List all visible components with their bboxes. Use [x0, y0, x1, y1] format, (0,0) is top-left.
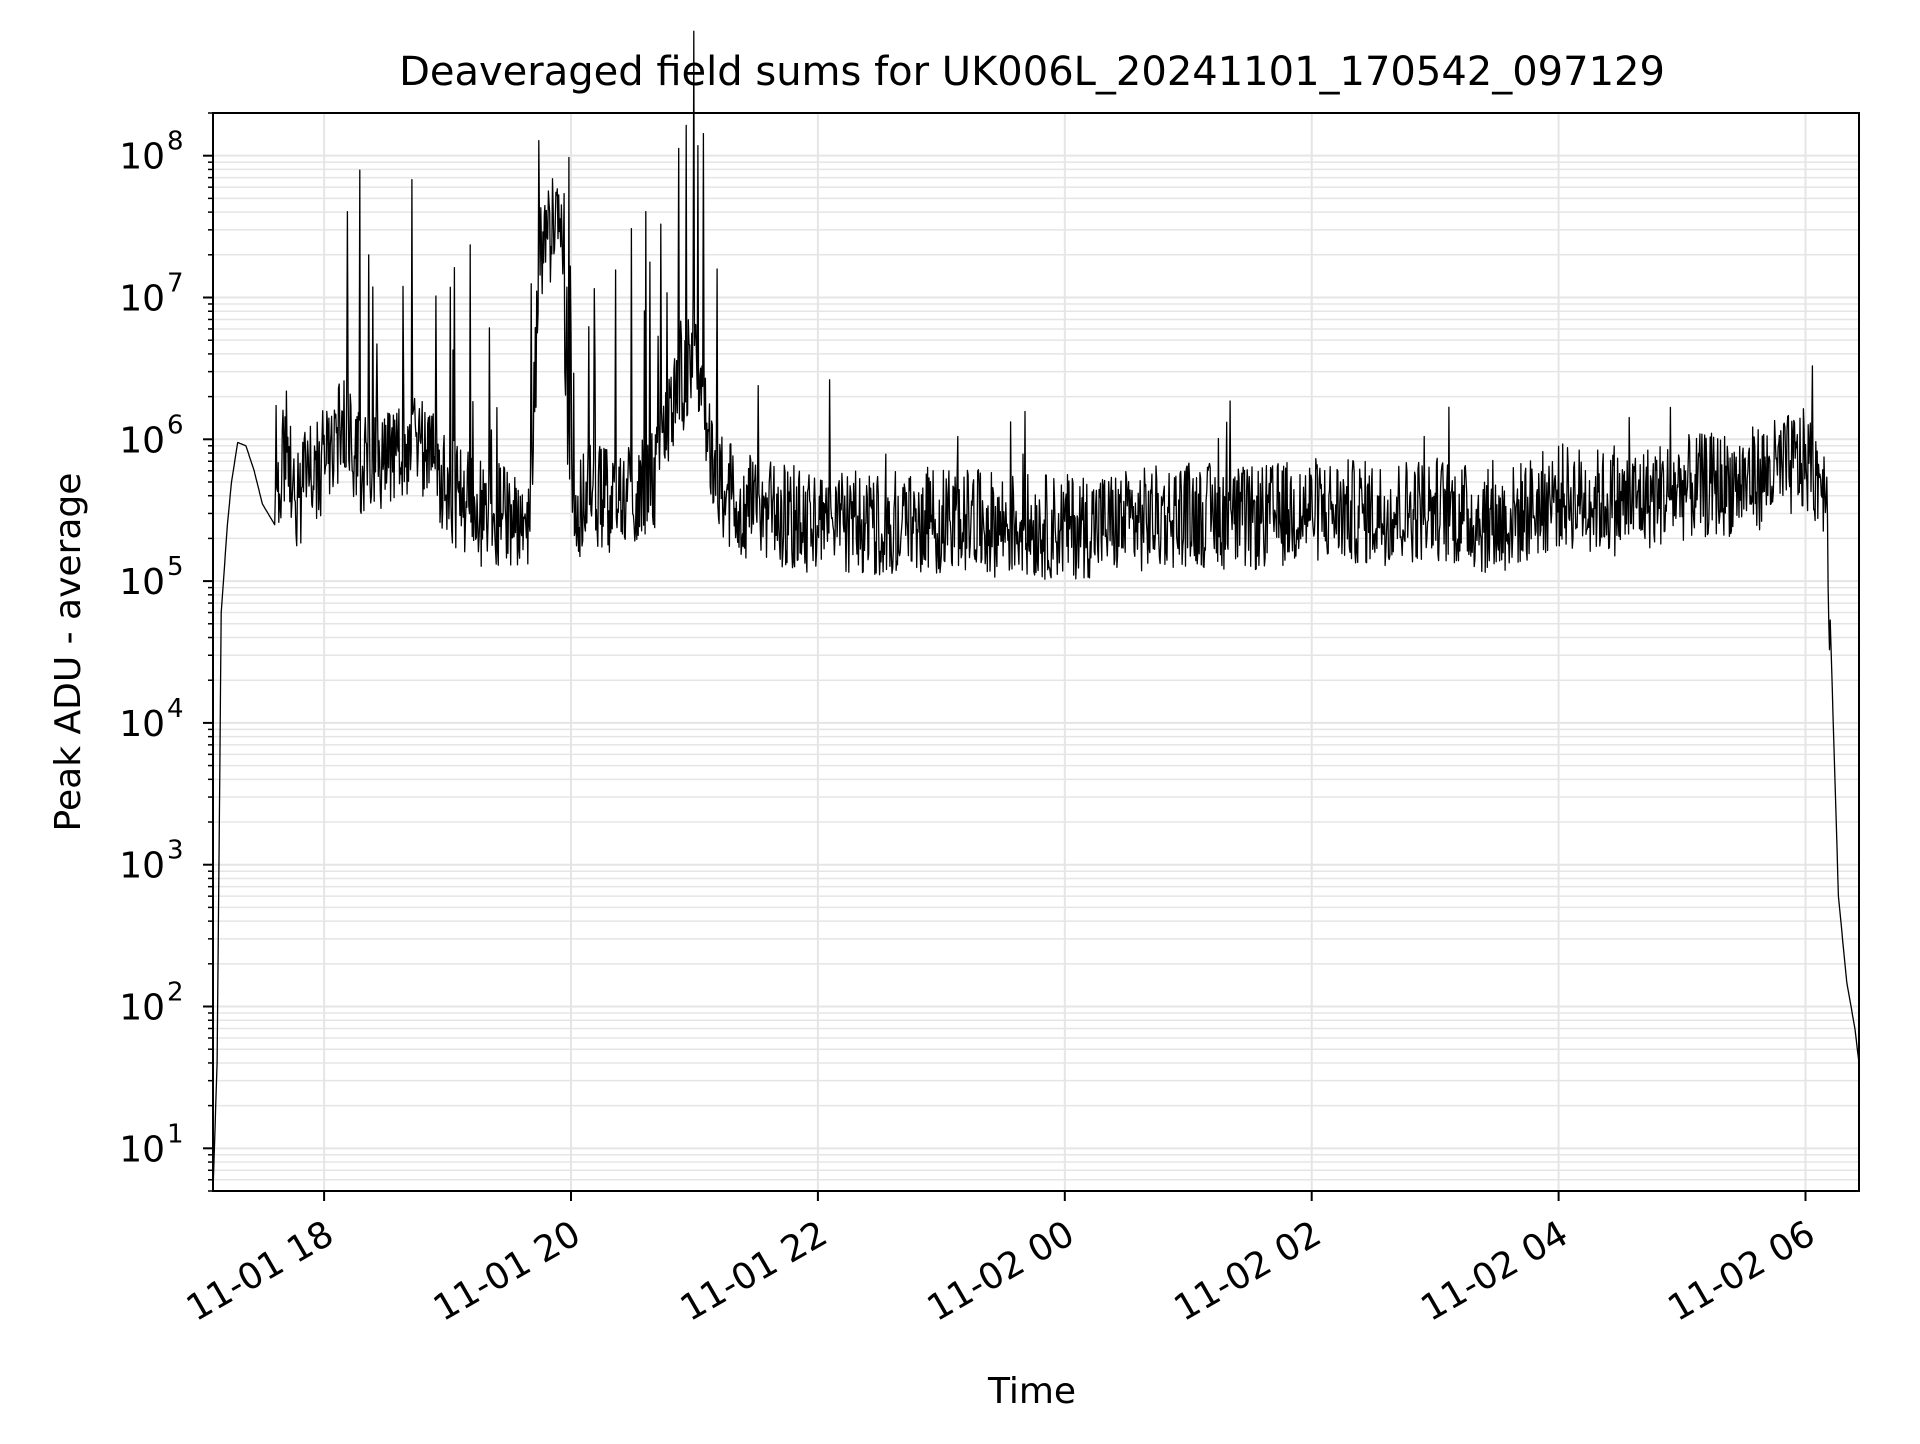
y-tick-exponent: 8	[167, 127, 184, 157]
y-tick-exponent: 1	[167, 1119, 184, 1149]
y-tick-exponent: 5	[167, 552, 184, 582]
series-line	[212, 30, 1860, 1192]
y-tick-label: 10	[119, 420, 165, 461]
y-tick-exponent: 6	[167, 410, 184, 440]
y-tick-label: 10	[119, 137, 165, 178]
y-tick-exponent: 2	[167, 978, 184, 1008]
y-tick-label: 10	[119, 278, 165, 319]
x-axis-label: Time	[987, 1371, 1076, 1412]
plot-frame	[212, 112, 1860, 1192]
y-tick-label: 10	[119, 846, 165, 887]
series-layer	[212, 30, 1860, 1192]
y-tick-label: 10	[119, 562, 165, 603]
y-tick-label: 10	[119, 988, 165, 1029]
y-tick-label: 10	[119, 704, 165, 745]
y-tick-exponent: 3	[167, 836, 184, 866]
y-tick-exponent: 4	[167, 694, 184, 724]
y-tick-exponent: 7	[167, 268, 184, 298]
y-axis-label: Peak ADU - average	[48, 473, 89, 832]
y-tick-label: 10	[119, 1129, 165, 1170]
chart-title: Deaveraged field sums for UK006L_2024110…	[399, 49, 1665, 95]
